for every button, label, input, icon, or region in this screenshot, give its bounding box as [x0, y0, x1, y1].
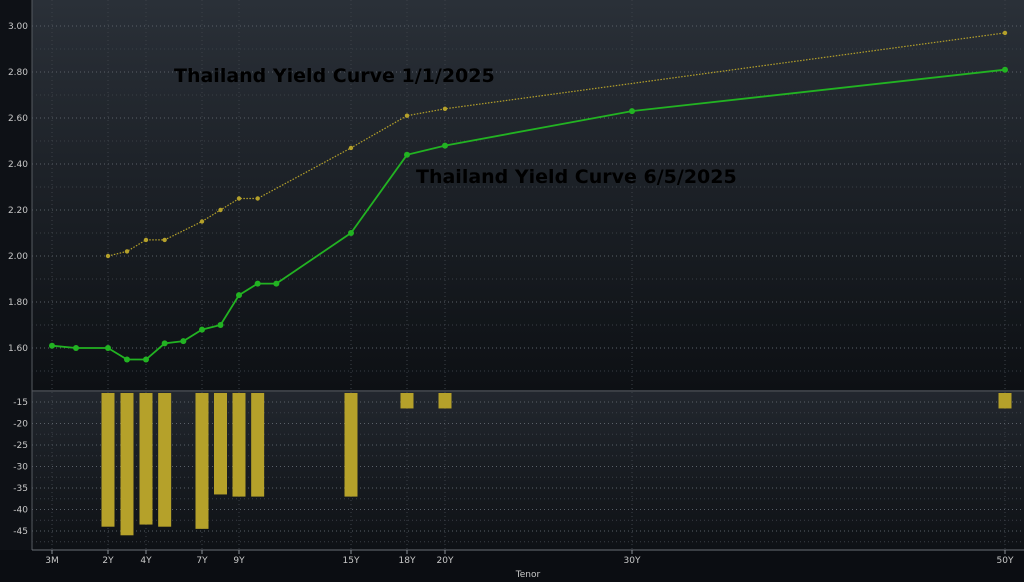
y-tick-label: 1.80 [8, 298, 28, 308]
series-point-0 [143, 237, 149, 243]
bar-tenor-7 [195, 393, 209, 529]
x-tick-label: 20Y [437, 556, 454, 566]
series-point-1 [49, 342, 55, 349]
series-point-0 [404, 113, 410, 118]
y-tick-label: -20 [13, 420, 28, 430]
bar-tenor-5 [158, 393, 172, 527]
series-label-jun: Thailand Yield Curve 6/5/2025 [416, 166, 737, 188]
bar-tenor-20 [438, 393, 452, 409]
y-tick-label: -25 [13, 441, 28, 451]
series-point-1 [143, 356, 149, 363]
upper-panel-background [32, 0, 1024, 390]
x-tick-label: 15Y [343, 556, 360, 566]
bar-tenor-18 [400, 393, 414, 409]
series-point-1 [180, 338, 187, 345]
y-tick-label: -15 [13, 398, 28, 408]
series-point-1 [217, 322, 224, 328]
series-point-1 [124, 356, 130, 363]
series-point-0 [348, 145, 354, 151]
series-point-0 [1002, 30, 1008, 36]
x-tick-label: 30Y [624, 556, 641, 566]
bar-tenor-3 [120, 393, 134, 536]
series-point-1 [236, 292, 242, 299]
y-tick-label: 2.80 [8, 68, 28, 78]
y-tick-label: 3.00 [8, 22, 28, 32]
y-tick-label: -40 [13, 506, 28, 516]
series-point-1 [348, 230, 354, 236]
bar-tenor-50 [998, 393, 1012, 409]
x-tick-label: 7Y [196, 556, 208, 566]
y-tick-label: -45 [13, 527, 28, 537]
left-axis-strip [0, 0, 32, 550]
y-tick-label: -30 [13, 463, 28, 473]
series-point-0 [218, 207, 223, 213]
bar-tenor-8 [214, 393, 227, 495]
series-point-1 [161, 340, 168, 347]
y-tick-label: 2.20 [8, 206, 28, 216]
series-point-0 [124, 249, 130, 254]
series-point-1 [199, 326, 205, 333]
series-point-1 [1002, 66, 1008, 73]
y-tick-label: 2.60 [8, 114, 28, 124]
y-tick-label: 2.40 [8, 160, 28, 170]
bar-tenor-15 [344, 393, 358, 497]
series-point-1 [254, 280, 261, 287]
bar-tenor-2 [101, 393, 115, 527]
y-tick-label: 1.60 [8, 344, 28, 354]
series-point-1 [442, 142, 448, 149]
series-point-1 [629, 108, 635, 115]
x-tick-label: 2Y [102, 556, 114, 566]
bar-tenor-4 [139, 393, 153, 525]
series-point-1 [105, 345, 111, 351]
x-tick-label: 4Y [140, 556, 152, 566]
series-point-0 [442, 106, 448, 112]
x-tick-label: 18Y [399, 556, 416, 566]
bar-tenor-9 [232, 393, 246, 497]
series-label-jan: Thailand Yield Curve 1/1/2025 [174, 65, 495, 87]
series-point-0 [162, 237, 167, 243]
series-point-0 [105, 253, 111, 259]
series-point-1 [73, 345, 79, 351]
x-tick-label: 50Y [997, 556, 1014, 566]
series-point-1 [404, 151, 410, 158]
series-point-0 [236, 196, 242, 201]
series-point-0 [255, 196, 260, 201]
x-tick-label: 3M [45, 556, 59, 566]
bar-tenor-10 [251, 393, 265, 497]
series-point-0 [199, 219, 205, 224]
lower-panel-background [32, 392, 1024, 550]
series-point-1 [273, 280, 280, 287]
x-axis-title: Tenor [515, 570, 541, 578]
x-tick-label: 9Y [233, 556, 245, 566]
y-tick-label: -35 [13, 484, 28, 494]
y-tick-label: 2.00 [8, 252, 28, 262]
